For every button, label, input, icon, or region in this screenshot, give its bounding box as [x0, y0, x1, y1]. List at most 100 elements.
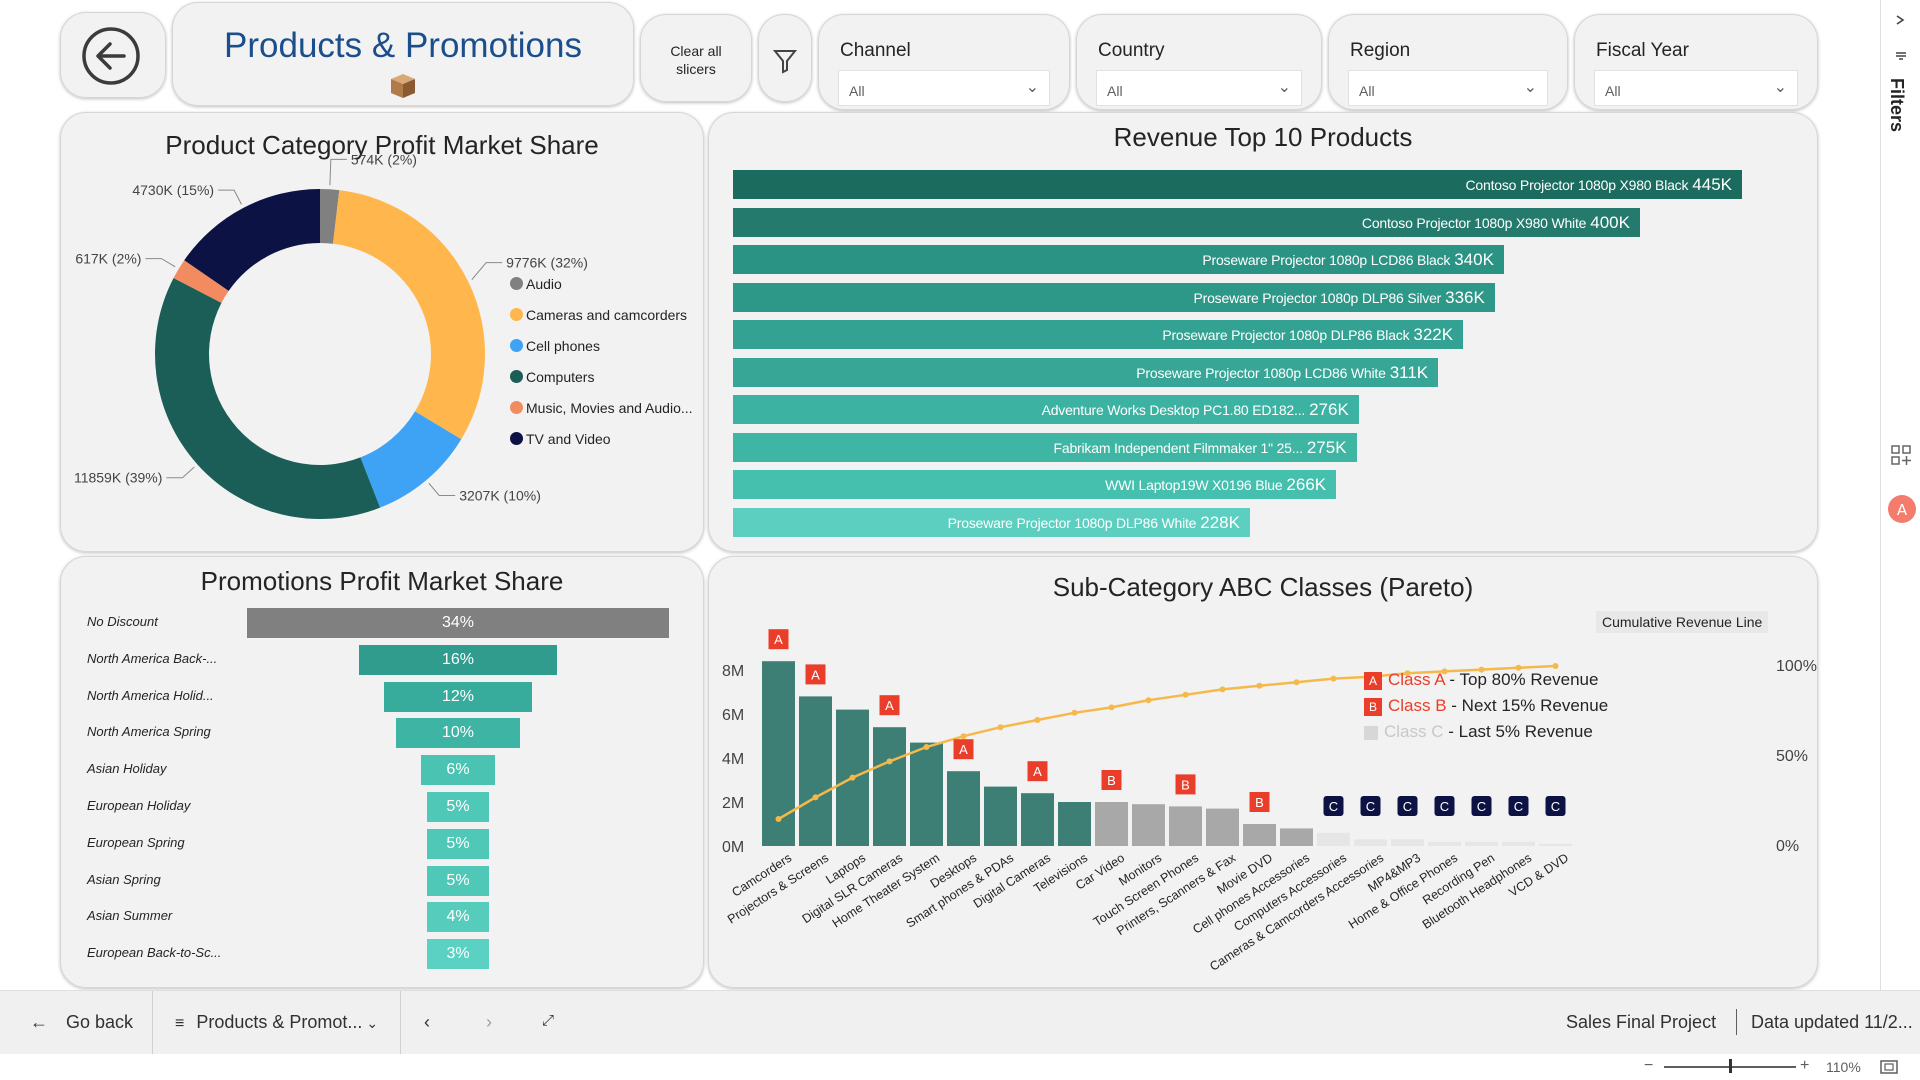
pareto-bar[interactable] [1502, 841, 1535, 846]
class-badge-label: C [1366, 799, 1375, 814]
pareto-bar[interactable] [873, 727, 906, 846]
slicer-channel[interactable]: Channel All ⌄ [818, 14, 1070, 110]
pareto-bar[interactable] [1539, 843, 1572, 846]
leader-line [145, 258, 176, 268]
slicer-dropdown[interactable]: All ⌄ [1348, 70, 1548, 106]
donut-slice[interactable] [173, 260, 229, 303]
pareto-bar[interactable] [1317, 832, 1350, 846]
card-title: Product Category Profit Market Share [165, 130, 599, 160]
legend-item-computers[interactable]: Computers [510, 361, 693, 392]
revenue-bar[interactable]: Proseware Projector 1080p DLP86 Silver 33… [733, 282, 1495, 312]
revenue-bar[interactable]: Proseware Projector 1080p LCD86 White 311… [733, 357, 1439, 387]
pareto-chart: 0M2M4M6M8M0%50%100%CamcordersProjectors … [722, 629, 1817, 974]
y-tick-label: 2M [722, 795, 744, 812]
pareto-bar[interactable] [1280, 828, 1313, 846]
funnel-bar[interactable]: 34% [247, 608, 669, 638]
legend-item-tv-video[interactable]: TV and Video [510, 423, 693, 454]
legend-item-audio[interactable]: Audio [510, 268, 693, 299]
collapse-chevron-icon[interactable] [1893, 14, 1909, 26]
pareto-bar[interactable] [1132, 804, 1165, 846]
slicer-dropdown[interactable]: All ⌄ [1594, 70, 1798, 106]
class-badge-label: A [959, 742, 968, 757]
legend-item-cameras[interactable]: Cameras and camcorders [510, 299, 693, 330]
funnel-bar[interactable]: 4% [427, 902, 489, 933]
funnel-bar[interactable]: 12% [383, 681, 533, 712]
pareto-bar[interactable] [762, 661, 795, 846]
donut-slice[interactable] [155, 277, 381, 519]
donut-slice[interactable] [332, 190, 485, 440]
pareto-bar[interactable] [799, 696, 832, 846]
legend-item-music[interactable]: Music, Movies and Audio... [510, 392, 693, 423]
revenue-bar[interactable]: Fabrikam Independent Filmmaker 1" 25... 2… [733, 432, 1357, 462]
apps-icon[interactable] [1890, 444, 1912, 466]
donut-slice[interactable] [320, 189, 340, 244]
funnel-bar[interactable]: 5% [426, 828, 490, 859]
fit-page-icon[interactable] [1880, 1059, 1898, 1075]
class-badge-icon [1360, 796, 1381, 816]
slicer-region[interactable]: Region All ⌄ [1328, 14, 1568, 110]
pareto-bar[interactable] [947, 771, 980, 846]
donut-slice[interactable] [360, 411, 462, 508]
pareto-bar[interactable] [1243, 824, 1276, 846]
funnel-bar[interactable]: 10% [395, 718, 521, 749]
zoom-in-icon[interactable]: + [1800, 1057, 1810, 1074]
back-button[interactable] [60, 12, 166, 98]
cumulative-point [997, 724, 1004, 731]
pareto-bar[interactable] [1095, 802, 1128, 846]
slicer-dropdown[interactable]: All ⌄ [838, 70, 1050, 106]
class-badge-icon [1027, 761, 1048, 782]
class-badge-icon [1323, 796, 1344, 816]
revenue-bar[interactable]: WWI Laptop19W X0196 Blue 266K [733, 470, 1337, 499]
filters-pane[interactable]: A [1880, 0, 1920, 990]
revenue-bar[interactable]: Proseware Projector 1080p LCD86 Black 340… [733, 245, 1504, 274]
revenue-bar[interactable]: Contoso Projector 1080p X980 White 400K [733, 207, 1640, 237]
filter-button[interactable] [758, 14, 812, 102]
funnel-bar[interactable]: 16% [358, 644, 558, 675]
go-back-button[interactable]: ← Go back [30, 1012, 134, 1032]
funnel-label: European Spring [87, 834, 185, 850]
slicer-country[interactable]: Country All ⌄ [1076, 14, 1322, 110]
pareto-bar[interactable] [910, 742, 943, 846]
prev-page-icon[interactable]: ‹ [424, 1012, 430, 1032]
pareto-bar[interactable] [1465, 841, 1498, 846]
revenue-bar[interactable]: Proseware Projector 1080p DLP86 Black 322… [733, 320, 1464, 349]
funnel-label: Asian Summer [87, 908, 173, 924]
revenue-bar[interactable]: Contoso Projector 1080p X980 Black 445K [733, 170, 1742, 199]
class-badge-label: A [1033, 764, 1042, 779]
next-page-icon[interactable]: › [486, 1012, 492, 1032]
slicer-dropdown[interactable]: All ⌄ [1096, 70, 1302, 106]
pareto-bar[interactable] [1428, 841, 1461, 846]
bar-product-name: WWI Laptop19W X0196 Blue [1105, 477, 1283, 493]
pareto-bar[interactable] [984, 786, 1017, 846]
funnel-bar[interactable]: 6% [420, 755, 496, 786]
slicer-fiscal-year[interactable]: Fiscal Year All ⌄ [1574, 14, 1818, 110]
class-badge-icon [1175, 774, 1196, 795]
class-c-swatch-icon [1364, 725, 1378, 740]
zoom-slider-thumb[interactable] [1729, 1059, 1732, 1073]
pareto-bar[interactable] [1391, 839, 1424, 846]
page-selector[interactable]: ≡ Products & Promot... ⌄ [175, 1012, 379, 1032]
pareto-bar[interactable] [1354, 839, 1387, 846]
legend-item-cell-phones[interactable]: Cell phones [510, 330, 693, 361]
funnel-bar[interactable]: 5% [426, 792, 490, 822]
pareto-bar[interactable] [1206, 808, 1239, 846]
cumulative-point [849, 774, 856, 781]
zoom-out-icon[interactable]: − [1644, 1057, 1654, 1074]
slicer-label: Channel [840, 40, 911, 61]
leader-line [428, 482, 456, 496]
pareto-bar[interactable] [1058, 802, 1091, 846]
filters-pane-label[interactable]: Filters [1887, 78, 1907, 133]
funnel-bar[interactable]: 3% [427, 939, 489, 970]
class-badge-label: C [1551, 799, 1560, 814]
fit-screen-icon[interactable]: ⤢ [542, 1012, 555, 1029]
clear-slicers-button[interactable]: Clear all slicers [640, 14, 752, 102]
translate-icon[interactable]: A [1887, 494, 1917, 524]
pareto-bar[interactable] [1169, 806, 1202, 846]
revenue-bar[interactable]: Adventure Works Desktop PC1.80 ED182... 2… [733, 395, 1359, 424]
pareto-bar[interactable] [1021, 793, 1054, 846]
cumulative-point [1293, 679, 1300, 686]
donut-slice[interactable] [184, 189, 320, 291]
class-badge-icon [805, 664, 826, 685]
revenue-bar[interactable]: Proseware Projector 1080p DLP86 White 228… [733, 507, 1250, 537]
funnel-bar[interactable]: 5% [426, 865, 490, 896]
